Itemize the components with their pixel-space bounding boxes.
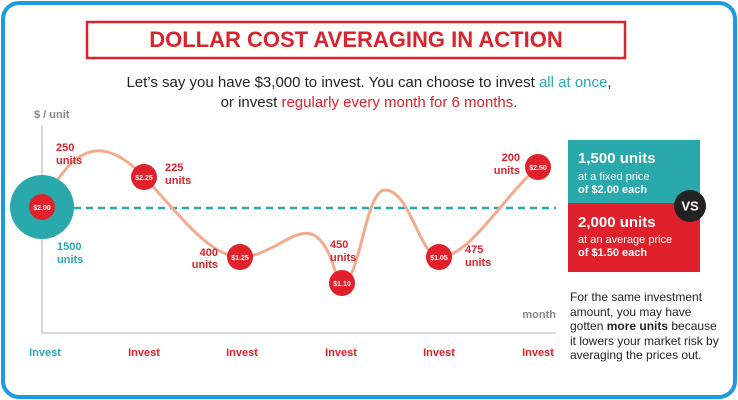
invest-label: Invest [226, 347, 258, 359]
note-line: For the same investment [570, 290, 719, 305]
intro-text: Let’s say you have $3,000 to invest. You… [126, 74, 539, 91]
intro-highlight: all at once [538, 74, 608, 91]
note-text: averaging the prices out. [570, 348, 702, 362]
price-label: $2.25 [135, 175, 153, 182]
price-point [131, 164, 157, 190]
invest-label: Invest [128, 347, 160, 359]
note: For the same investment amount, you may h… [570, 290, 719, 363]
invest-label: Invest [29, 347, 61, 359]
price-point [426, 244, 452, 270]
note-text: For the same investment [570, 290, 703, 304]
units-label: 225 units [165, 162, 191, 187]
intro-highlight: regularly every month for 6 months [281, 94, 514, 111]
invest-label: Invest [423, 347, 455, 359]
lump-text: at a fixed price [578, 171, 650, 183]
average-text: of $1.50 each [578, 247, 647, 259]
price-label: $2.50 [529, 165, 547, 172]
note-line: gotten more units because [570, 319, 719, 334]
invest-label: Invest [522, 347, 554, 359]
price-label: $1.10 [333, 281, 351, 288]
units-label: 1500 units [57, 241, 83, 266]
note-text: it lowers your market risk by [570, 333, 719, 348]
units-label: 475 units [465, 244, 491, 269]
price-label: $1.05 [430, 255, 448, 262]
y-axis-label: $ / unit [34, 109, 70, 121]
average-text: at an average price [578, 234, 672, 246]
intro-text: . [513, 94, 518, 111]
units-label: 200 units [494, 152, 520, 177]
vs-label: VS [681, 198, 699, 213]
price-curve [40, 149, 539, 285]
title-box [85, 20, 627, 60]
intro-text: or invest [220, 94, 282, 111]
intro-text: , [607, 74, 612, 91]
units-label: 400 units [192, 247, 218, 271]
average-units: 2,000 units [578, 214, 656, 231]
vs-circle [674, 190, 706, 222]
note-line: averaging the prices out. [570, 348, 719, 363]
note-line: it lowers your market risk by [570, 334, 719, 349]
note-text: because [668, 319, 717, 333]
note-text: amount, you may have [570, 304, 692, 319]
note-text: more units [606, 319, 669, 333]
lump-units: 1,500 units [578, 150, 656, 167]
x-axis-label: month [522, 309, 556, 321]
price-point [227, 244, 253, 270]
price-label: $2.00 [33, 205, 51, 212]
lump-box [568, 140, 700, 203]
note-line: amount, you may have [570, 305, 719, 320]
invest-label: Invest [325, 347, 357, 359]
note-text: gotten [570, 319, 607, 333]
lump-text: of $2.00 each [578, 184, 647, 196]
price-point [525, 154, 551, 180]
intro-line: Let’s say you have $3,000 to invest. You… [0, 74, 738, 91]
units-label: 450 units [330, 239, 356, 264]
price-point [329, 270, 355, 296]
intro-line: or invest regularly every month for 6 mo… [0, 94, 738, 111]
price-point [29, 194, 55, 220]
units-label: 250 units [56, 142, 82, 167]
title: DOLLAR COST AVERAGING IN ACTION [149, 27, 563, 52]
price-label: $1.25 [231, 255, 249, 262]
